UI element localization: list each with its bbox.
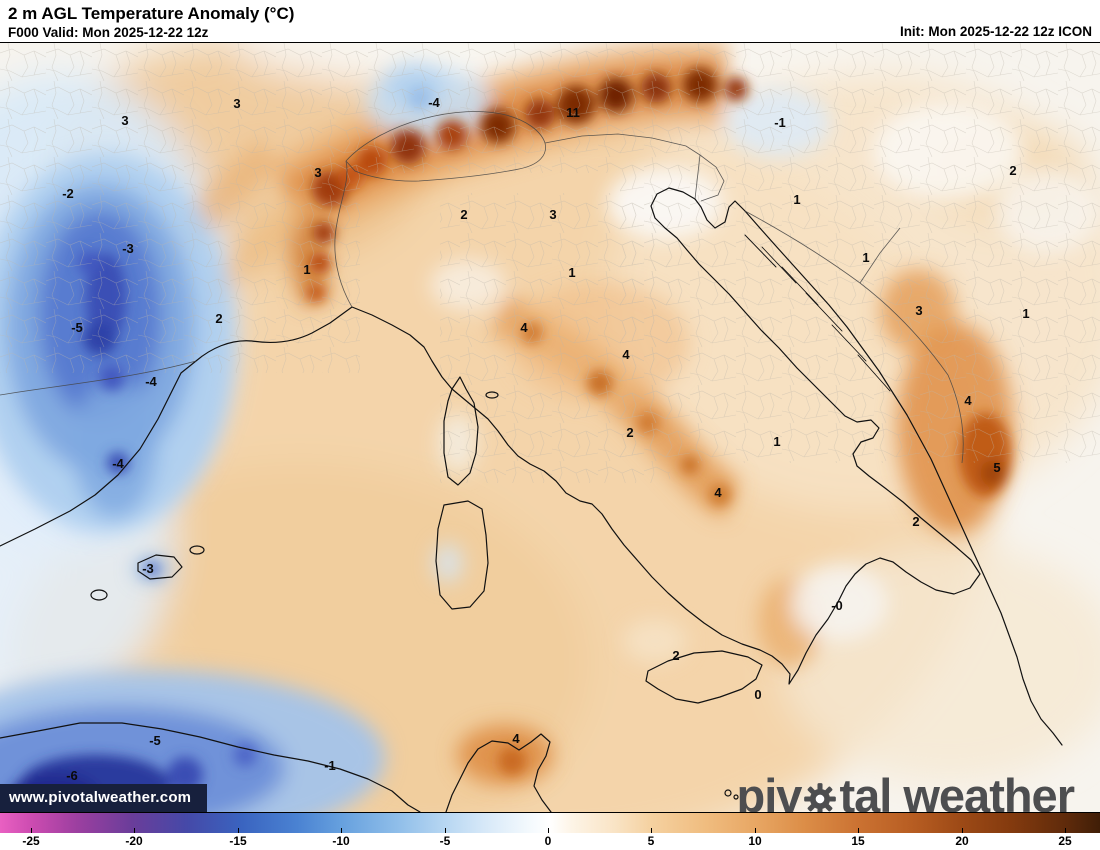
colorbar-tick-notch (858, 828, 859, 833)
colorbar-tick-label: 5 (647, 834, 655, 848)
map-value-label: -3 (122, 241, 134, 256)
logo-text-suffix: tal weather (839, 769, 1075, 813)
map-value-label: 5 (993, 460, 1000, 475)
map-value-label: 3 (233, 96, 240, 111)
map-value-label: 3 (549, 207, 556, 222)
gear-icon (802, 781, 838, 812)
map-value-label: 4 (520, 320, 528, 335)
map-value-label: 2 (215, 311, 222, 326)
coast-mainland (0, 187, 981, 685)
map-value-label: -3 (142, 561, 154, 576)
island-mallorca (137, 554, 183, 580)
map-area: 3 -4 11 -1 3 2 -2 3 1 2 3 -3 1 1 1 -5 2 3 1 4 -4 4 4 -4 2 1 5 4 2 -3-… (0, 42, 1100, 813)
dalmatian-islands (744, 234, 891, 392)
colorbar-tick-label: 20 (955, 834, 969, 848)
island-gozo (733, 794, 739, 800)
map-value-label: 2 (1009, 163, 1016, 178)
map-value-label: 1 (773, 434, 780, 449)
island-sardinia (435, 500, 489, 610)
colorbar-tick-label: -15 (229, 834, 247, 848)
map-value-label: -1 (324, 758, 336, 773)
valid-time: F000 Valid: Mon 2025-12-22 12z (8, 25, 209, 41)
map-value-label: 3 (314, 165, 321, 180)
map-value-label: -4 (145, 374, 157, 389)
colorbar-tick-label: 10 (748, 834, 762, 848)
colorbar-tick-notch (1065, 828, 1066, 833)
colorbar-tick-notch (651, 828, 652, 833)
map-value-label: -6 (66, 768, 78, 783)
colorbar-ticks: -25 -20 -15 -10 -5 0 5 10 15 20 25 (0, 833, 1100, 850)
colorbar-tick-notch (238, 828, 239, 833)
map-value-label: 3 (915, 303, 922, 318)
colorbar-tick-label: 0 (544, 834, 552, 848)
country-borders (0, 111, 964, 464)
island-ibiza (90, 589, 108, 601)
pivotal-weather-logo: piv tal weat (736, 769, 1075, 813)
map-value-label: 11 (566, 105, 580, 120)
colorbar-tick-label: -10 (332, 834, 350, 848)
colorbar: -25 -20 -15 -10 -5 0 5 10 15 20 25 (0, 813, 1100, 850)
init-time: Init: Mon 2025-12-22 12z ICON (899, 24, 1092, 39)
admin-boundary-texture (0, 43, 1100, 483)
page-title: 2 m AGL Temperature Anomaly (°C) (8, 4, 295, 23)
coast-tunisia (445, 733, 552, 812)
island-sicily (645, 650, 763, 704)
colorbar-tick-notch (445, 828, 446, 833)
colorbar-tick-notch (31, 828, 32, 833)
map-value-label: 1 (1022, 306, 1029, 321)
colorbar-gradient (0, 813, 1100, 833)
map-value-label: -5 (149, 733, 161, 748)
island-elba (485, 391, 499, 399)
map-value-label: -4 (428, 95, 440, 110)
colorbar-tick-label: -5 (439, 834, 451, 848)
map-header: 2 m AGL Temperature Anomaly (°C) F000 Va… (0, 0, 1100, 42)
colorbar-tick-notch (548, 828, 549, 833)
map-value-label: -0 (831, 598, 843, 613)
colorbar-tick-notch (755, 828, 756, 833)
map-value-label: 2 (672, 648, 679, 663)
map-value-label: 2 (460, 207, 467, 222)
map-value-label: -1 (774, 115, 786, 130)
map-value-label: 1 (568, 265, 575, 280)
map-value-label: 1 (303, 262, 310, 277)
map-value-label: 2 (912, 514, 919, 529)
map-value-label: 0 (754, 687, 761, 702)
map-value-label: -2 (62, 186, 74, 201)
map-value-label: 4 (964, 393, 972, 408)
map-value-label: 3 (121, 113, 128, 128)
colorbar-tick-notch (341, 828, 342, 833)
colorbar-tick-label: 25 (1058, 834, 1072, 848)
coast-north-africa (0, 722, 421, 812)
map-value-label: -4 (112, 456, 124, 471)
coast-balkans (694, 198, 1063, 746)
map-value-label: 1 (862, 250, 869, 265)
colorbar-tick-label: -20 (125, 834, 143, 848)
map-value-label: 4 (512, 731, 520, 746)
island-menorca (189, 545, 205, 555)
map-value-label: 2 (626, 425, 633, 440)
map-value-label: 1 (793, 192, 800, 207)
watermark: www.pivotalweather.com (0, 784, 208, 812)
island-malta (724, 789, 732, 797)
logo-text-prefix: piv (736, 769, 803, 813)
map-value-label: 4 (714, 485, 722, 500)
colorbar-tick-label: -25 (22, 834, 40, 848)
island-corsica (443, 376, 479, 486)
map-value-label: 4 (622, 347, 630, 362)
coastlines (0, 187, 1063, 812)
colorbar-tick-notch (134, 828, 135, 833)
colorbar-tick-label: 15 (851, 834, 865, 848)
map-value-label: -5 (71, 320, 83, 335)
colorbar-tick-notch (962, 828, 963, 833)
header-left: 2 m AGL Temperature Anomaly (°C) F000 Va… (8, 3, 294, 40)
